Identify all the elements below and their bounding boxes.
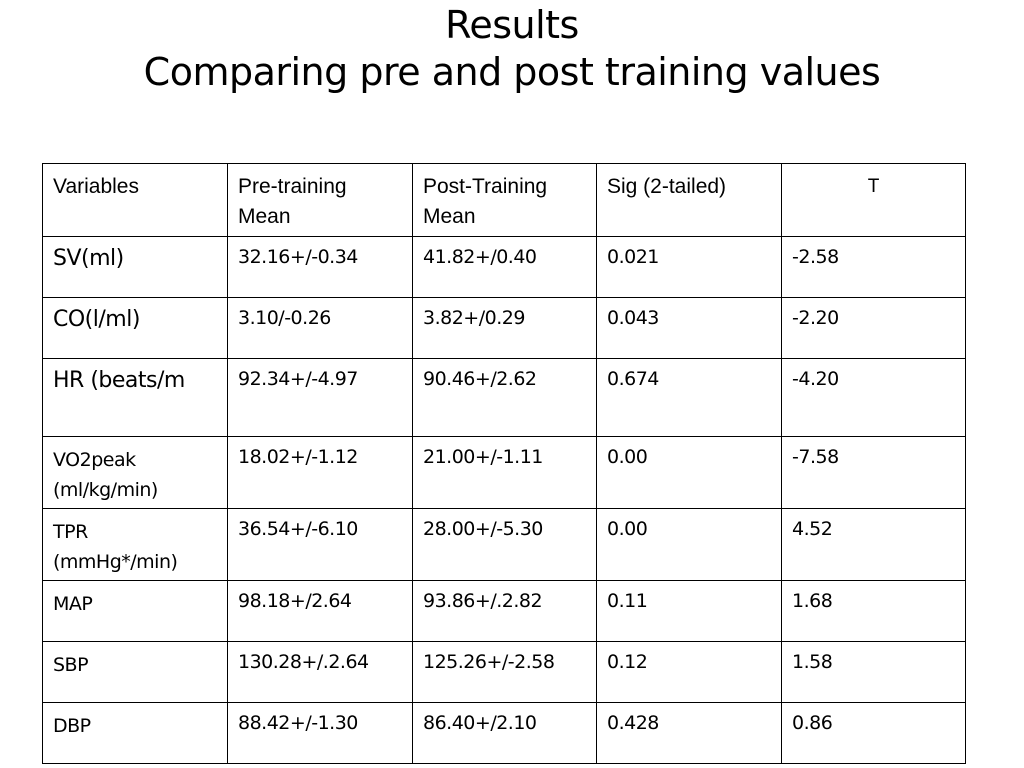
row-t: 0.86 — [781, 702, 966, 764]
row-t: 4.52 — [781, 508, 966, 581]
table-row: SV(ml) 32.16+/-0.34 41.82+/0.40 0.021 -2… — [42, 236, 966, 298]
row-post-mean: 125.26+/-2.58 — [412, 641, 597, 703]
slide-title: Results Comparing pre and post training … — [0, 2, 1024, 96]
row-post-mean: 21.00+/-1.11 — [412, 436, 597, 509]
row-sig: 0.11 — [596, 580, 782, 642]
row-t: -2.58 — [781, 236, 966, 298]
row-sig: 0.428 — [596, 702, 782, 764]
row-variable: SBP — [42, 641, 228, 703]
header-pre-training-mean: Pre-training Mean — [227, 163, 413, 237]
results-table: Variables Pre-training Mean Post-Trainin… — [42, 163, 966, 764]
row-pre-mean: 18.02+/-1.12 — [227, 436, 413, 509]
row-post-mean: 86.40+/2.10 — [412, 702, 597, 764]
row-sig: 0.12 — [596, 641, 782, 703]
table-row: DBP 88.42+/-1.30 86.40+/2.10 0.428 0.86 — [42, 702, 966, 764]
table-row: SBP 130.28+/.2.64 125.26+/-2.58 0.12 1.5… — [42, 641, 966, 703]
row-pre-mean: 92.34+/-4.97 — [227, 358, 413, 437]
row-pre-mean: 36.54+/-6.10 — [227, 508, 413, 581]
row-post-mean: 41.82+/0.40 — [412, 236, 597, 298]
table-row: VO2peak (ml/kg/min) 18.02+/-1.12 21.00+/… — [42, 436, 966, 509]
row-variable: MAP — [42, 580, 228, 642]
row-pre-mean: 130.28+/.2.64 — [227, 641, 413, 703]
row-t: -2.20 — [781, 297, 966, 359]
table-header-row: Variables Pre-training Mean Post-Trainin… — [42, 163, 966, 237]
row-post-mean: 93.86+/.2.82 — [412, 580, 597, 642]
header-variables: Variables — [42, 163, 228, 237]
row-sig: 0.674 — [596, 358, 782, 437]
title-line-2: Comparing pre and post training values — [143, 50, 881, 94]
table-row: HR (beats/m 92.34+/-4.97 90.46+/2.62 0.6… — [42, 358, 966, 437]
row-sig: 0.021 — [596, 236, 782, 298]
row-t: 1.68 — [781, 580, 966, 642]
header-t: T — [781, 163, 966, 237]
row-sig: 0.00 — [596, 436, 782, 509]
row-pre-mean: 32.16+/-0.34 — [227, 236, 413, 298]
header-post-training-mean: Post-Training Mean — [412, 163, 597, 237]
table-row: MAP 98.18+/2.64 93.86+/.2.82 0.11 1.68 — [42, 580, 966, 642]
row-post-mean: 3.82+/0.29 — [412, 297, 597, 359]
table-row: TPR (mmHg*/min) 36.54+/-6.10 28.00+/-5.3… — [42, 508, 966, 581]
row-pre-mean: 3.10/-0.26 — [227, 297, 413, 359]
row-variable: HR (beats/m — [42, 358, 228, 437]
row-post-mean: 90.46+/2.62 — [412, 358, 597, 437]
row-t: 1.58 — [781, 641, 966, 703]
table-row: CO(l/ml) 3.10/-0.26 3.82+/0.29 0.043 -2.… — [42, 297, 966, 359]
row-t: -4.20 — [781, 358, 966, 437]
row-variable: VO2peak (ml/kg/min) — [42, 436, 228, 509]
row-variable: SV(ml) — [42, 236, 228, 298]
row-pre-mean: 98.18+/2.64 — [227, 580, 413, 642]
row-t: -7.58 — [781, 436, 966, 509]
row-pre-mean: 88.42+/-1.30 — [227, 702, 413, 764]
title-line-1: Results — [445, 3, 579, 47]
row-sig: 0.00 — [596, 508, 782, 581]
row-sig: 0.043 — [596, 297, 782, 359]
row-post-mean: 28.00+/-5.30 — [412, 508, 597, 581]
row-variable: DBP — [42, 702, 228, 764]
row-variable: TPR (mmHg*/min) — [42, 508, 228, 581]
row-variable: CO(l/ml) — [42, 297, 228, 359]
header-sig-2-tailed: Sig (2-tailed) — [596, 163, 782, 237]
